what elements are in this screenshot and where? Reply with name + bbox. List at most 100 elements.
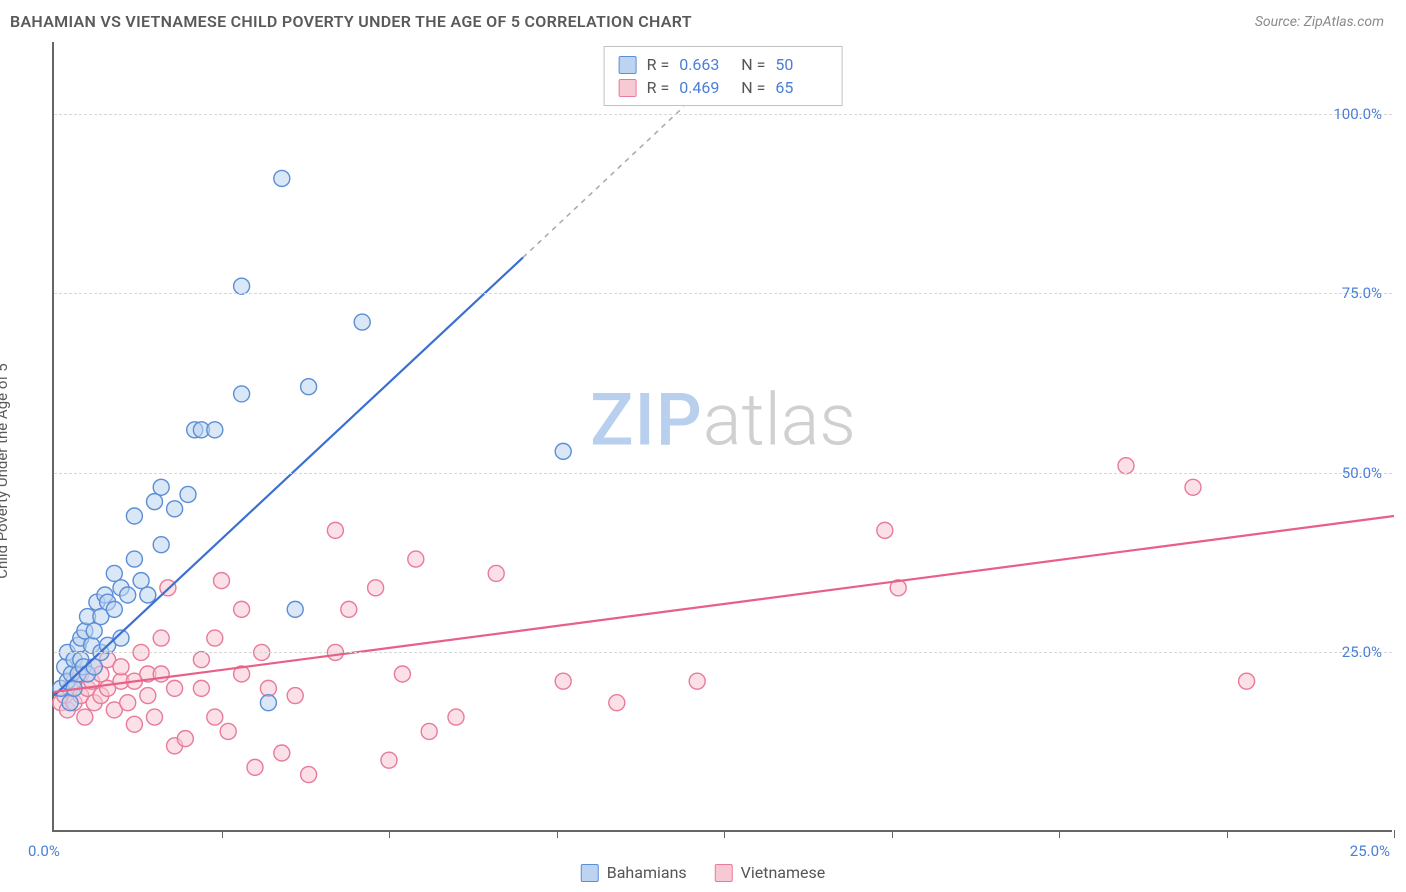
scatter-point xyxy=(180,486,196,502)
scatter-point xyxy=(234,601,250,617)
scatter-point xyxy=(153,630,169,646)
x-tick xyxy=(724,830,725,838)
scatter-point xyxy=(193,680,209,696)
legend-swatch xyxy=(715,864,733,882)
legend-item: Vietnamese xyxy=(715,863,826,882)
scatter-point xyxy=(207,422,223,438)
scatter-point xyxy=(341,601,357,617)
stats-n-value: 50 xyxy=(775,55,827,74)
scatter-point xyxy=(86,623,102,639)
gridline xyxy=(54,114,1392,115)
stats-r-label: R = xyxy=(647,78,670,97)
scatter-point xyxy=(421,723,437,739)
scatter-point xyxy=(214,573,230,589)
bottom-legend: Bahamians Vietnamese xyxy=(581,863,826,882)
y-tick-label: 25.0% xyxy=(1342,643,1382,661)
scatter-plot-svg xyxy=(54,42,1392,830)
x-tick xyxy=(1394,830,1395,838)
scatter-point xyxy=(1239,673,1255,689)
trend-line-a-dash xyxy=(523,107,684,258)
x-tick xyxy=(389,830,390,838)
scatter-point xyxy=(301,767,317,783)
scatter-point xyxy=(301,379,317,395)
scatter-point xyxy=(381,752,397,768)
scatter-point xyxy=(77,709,93,725)
trend-line-a xyxy=(54,257,523,695)
scatter-point xyxy=(207,630,223,646)
scatter-point xyxy=(1118,458,1134,474)
scatter-point xyxy=(609,695,625,711)
scatter-point xyxy=(140,587,156,603)
x-tick xyxy=(1227,830,1228,838)
scatter-point xyxy=(287,688,303,704)
x-tick xyxy=(892,830,893,838)
scatter-point xyxy=(120,587,136,603)
y-tick-label: 50.0% xyxy=(1342,464,1382,482)
chart-source: Source: ZipAtlas.com xyxy=(1255,14,1384,30)
scatter-point xyxy=(207,709,223,725)
stats-r-value: 0.469 xyxy=(679,78,731,97)
scatter-point xyxy=(234,278,250,294)
scatter-point xyxy=(126,551,142,567)
chart-container: Child Poverty Under the Age of 5 ZIPatla… xyxy=(10,42,1396,882)
legend-label: Vietnamese xyxy=(741,863,826,882)
scatter-point xyxy=(147,709,163,725)
plot-area: ZIPatlas R =0.663N =50R =0.469N =65 25.0… xyxy=(52,42,1392,832)
scatter-point xyxy=(153,479,169,495)
trend-line-b xyxy=(54,516,1394,692)
scatter-point xyxy=(106,565,122,581)
y-tick-label: 100.0% xyxy=(1333,105,1382,123)
stats-r-label: R = xyxy=(647,55,670,74)
scatter-point xyxy=(354,314,370,330)
x-tick xyxy=(222,830,223,838)
stats-n-value: 65 xyxy=(775,78,827,97)
scatter-point xyxy=(62,695,78,711)
chart-header: BAHAMIAN VS VIETNAMESE CHILD POVERTY UND… xyxy=(0,0,1406,41)
scatter-point xyxy=(488,565,504,581)
scatter-point xyxy=(120,695,136,711)
stats-box: R = 0.663 N = 50 R = 0.469 N = 65 xyxy=(604,46,843,106)
scatter-point xyxy=(555,673,571,689)
scatter-point xyxy=(220,723,236,739)
scatter-point xyxy=(167,501,183,517)
stats-n-label: N = xyxy=(741,78,765,97)
legend-label: Bahamians xyxy=(607,863,687,882)
scatter-point xyxy=(167,680,183,696)
scatter-point xyxy=(555,443,571,459)
scatter-point xyxy=(113,659,129,675)
scatter-point xyxy=(86,659,102,675)
scatter-point xyxy=(877,522,893,538)
gridline xyxy=(54,293,1392,294)
scatter-point xyxy=(368,580,384,596)
scatter-point xyxy=(177,731,193,747)
scatter-point xyxy=(448,709,464,725)
scatter-point xyxy=(287,601,303,617)
x-end-label: 25.0% xyxy=(1350,842,1390,860)
stats-n-label: N = xyxy=(741,55,765,74)
gridline xyxy=(54,473,1392,474)
x-tick xyxy=(557,830,558,838)
scatter-point xyxy=(153,537,169,553)
scatter-point xyxy=(234,386,250,402)
scatter-point xyxy=(126,508,142,524)
scatter-point xyxy=(394,666,410,682)
x-tick xyxy=(1059,830,1060,838)
scatter-point xyxy=(274,745,290,761)
scatter-point xyxy=(247,759,263,775)
stats-r-value: 0.663 xyxy=(679,55,731,74)
stats-swatch xyxy=(619,56,637,74)
scatter-point xyxy=(147,494,163,510)
scatter-point xyxy=(106,601,122,617)
scatter-point xyxy=(1185,479,1201,495)
scatter-point xyxy=(689,673,705,689)
scatter-point xyxy=(408,551,424,567)
stats-row: R = 0.469 N = 65 xyxy=(619,76,828,99)
legend-swatch xyxy=(581,864,599,882)
legend-item: Bahamians xyxy=(581,863,687,882)
x-origin-label: 0.0% xyxy=(28,842,60,860)
scatter-point xyxy=(260,680,276,696)
stats-swatch xyxy=(619,79,637,97)
chart-title: BAHAMIAN VS VIETNAMESE CHILD POVERTY UND… xyxy=(10,12,692,31)
stats-row: R = 0.663 N = 50 xyxy=(619,53,828,76)
y-tick-label: 75.0% xyxy=(1342,284,1382,302)
